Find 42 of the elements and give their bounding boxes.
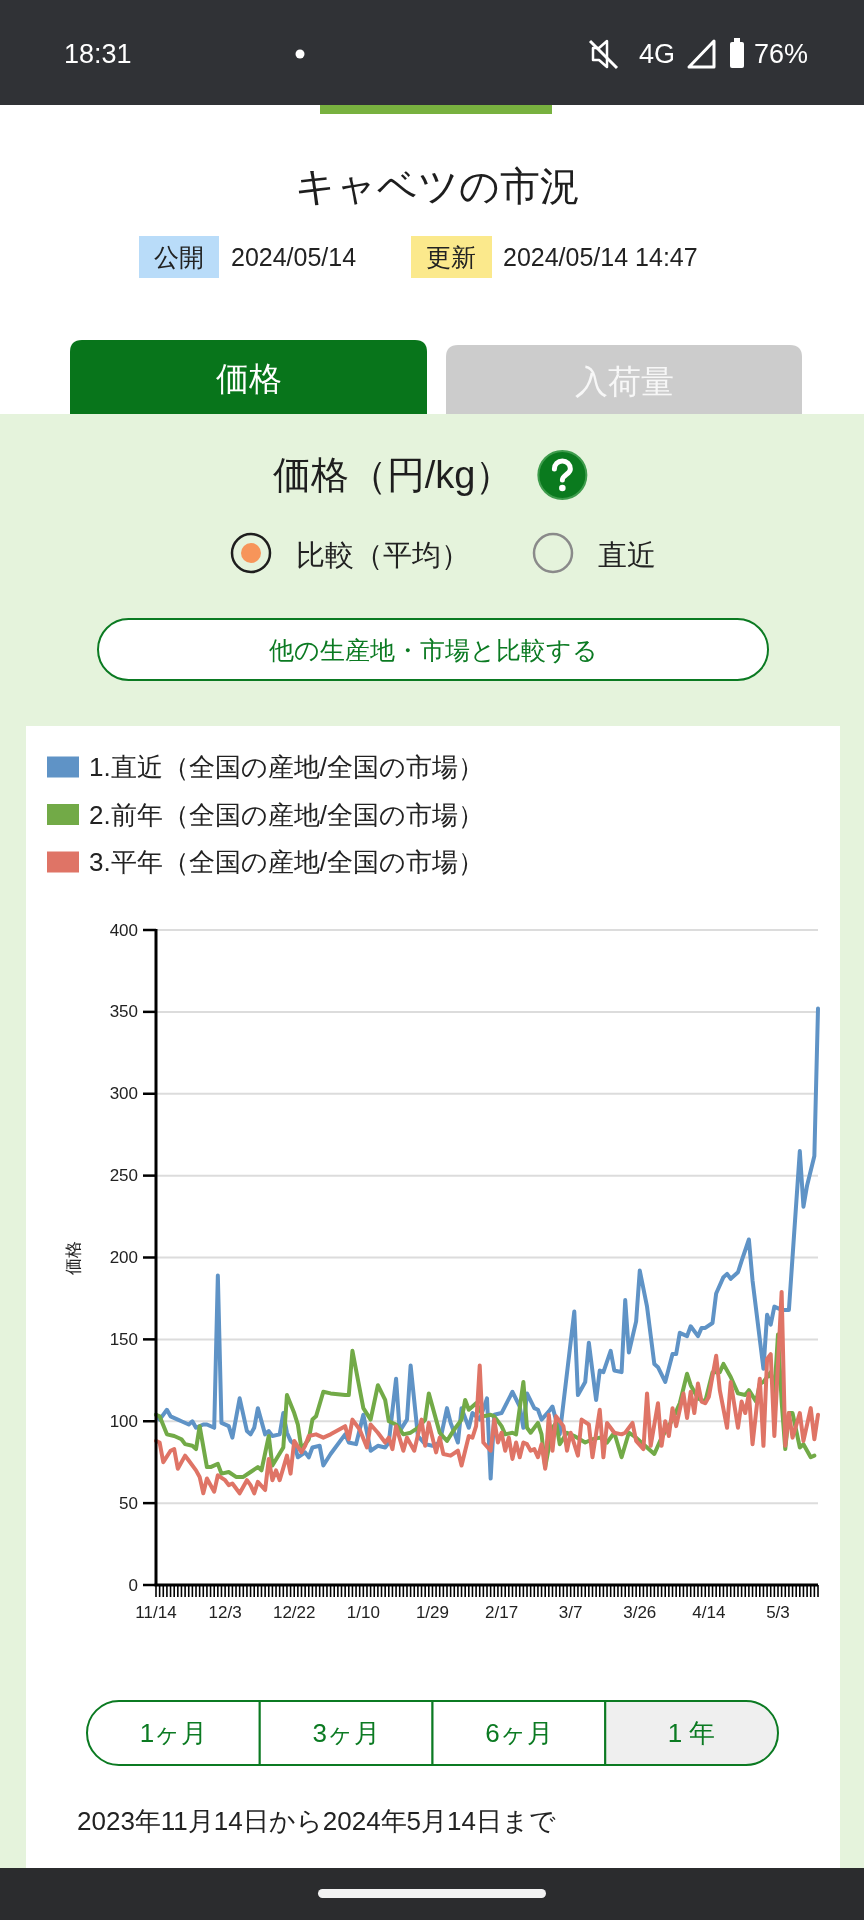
- x-tick-label: 3/7: [558, 1602, 583, 1622]
- y-tick-label: 300: [109, 1084, 138, 1104]
- legend-label: 2.前年（全国の産地/全国の市場）: [89, 799, 484, 830]
- control-segment-selected: 1 年: [604, 1700, 779, 1766]
- text: 比較（平均）: [296, 539, 470, 571]
- control-segment: 3ヶ月: [258, 1700, 434, 1766]
- y-tick-label: 250: [109, 1166, 138, 1186]
- y-axis-title: 価格: [63, 1240, 83, 1275]
- x-tick-label: 12/22: [272, 1602, 316, 1622]
- control-button: 他の生産地・市場と比較する: [97, 618, 769, 681]
- y-tick-label: 200: [109, 1248, 138, 1267]
- x-tick-label: 4/14: [692, 1602, 726, 1622]
- legend-label: 3.平年（全国の産地/全国の市場）: [89, 847, 484, 877]
- y-tick-label: 400: [109, 920, 138, 940]
- chart-title: 価格（円/kg）: [272, 454, 514, 496]
- x-tick-label: 1/29: [415, 1602, 449, 1622]
- y-tick-label: 100: [109, 1411, 138, 1431]
- text: 2023年11月14日から2024年5月14日まで: [77, 1806, 556, 1836]
- x-tick-label: 2/17: [485, 1602, 519, 1622]
- text: 76%: [754, 39, 809, 69]
- x-tick-label: 12/3: [208, 1602, 242, 1622]
- control-segment: 6ヶ月: [431, 1700, 607, 1766]
- text: 2024/05/14: [231, 243, 357, 271]
- control-tab-selected: 価格: [70, 340, 427, 414]
- control-segment: 1ヶ月: [86, 1700, 261, 1766]
- y-tick-label: 0: [128, 1575, 138, 1595]
- text: 更新: [426, 243, 476, 271]
- text: 直近: [598, 539, 656, 571]
- text: 公開: [154, 243, 204, 271]
- y-tick-label: 50: [119, 1493, 138, 1513]
- x-tick-label: 11/14: [135, 1602, 177, 1622]
- line-series: [154, 1289, 820, 1496]
- text: 2024/05/14 14:47: [503, 243, 698, 271]
- y-tick-label: 350: [109, 1002, 138, 1022]
- text: 18:31: [64, 39, 132, 69]
- y-tick-label: 150: [109, 1329, 138, 1349]
- text: キャベツの市況: [294, 164, 580, 208]
- x-tick-label: 3/26: [623, 1602, 657, 1622]
- x-tick-label: 1/10: [346, 1602, 380, 1622]
- x-tick-label: 5/3: [766, 1602, 790, 1622]
- text: 4G: [639, 39, 676, 69]
- legend-label: 1.直近（全国の産地/全国の市場）: [89, 752, 484, 782]
